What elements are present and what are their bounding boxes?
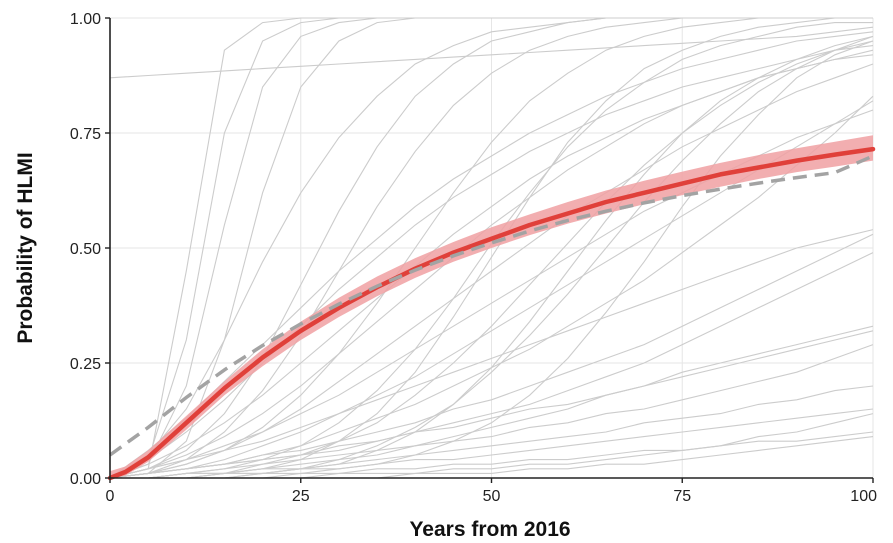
individual-forecast-lines — [109, 17, 874, 479]
y-tick-label: 0.00 — [70, 471, 101, 488]
individual-forecast-line — [110, 40, 874, 479]
individual-forecast-line — [109, 229, 874, 479]
tick-labels: 0.00 0.25 0.50 0.75 1.00 0 25 50 75 100 — [70, 11, 877, 505]
x-tick-label: 0 — [106, 488, 115, 505]
x-tick-label: 100 — [850, 488, 877, 505]
dashed-fit-layer — [108, 154, 874, 457]
aggregate-line-layer — [107, 146, 876, 481]
confidence-band — [110, 135, 873, 479]
aggregate-forecast-line — [107, 146, 876, 481]
individual-forecast-line — [109, 54, 874, 479]
x-tick-label: 75 — [673, 488, 691, 505]
confidence-band-layer — [110, 135, 873, 479]
individual-forecast-line — [110, 344, 874, 479]
individual-forecast-line — [109, 17, 873, 479]
dashed-fit-line — [108, 154, 874, 457]
individual-forecast-line — [109, 233, 874, 479]
individual-forecast-line — [109, 45, 874, 479]
x-axis-title: Years from 2016 — [409, 518, 570, 541]
y-axis-title: Probability of HLMI — [14, 152, 37, 343]
y-tick-label: 1.00 — [70, 11, 101, 28]
x-tick-label: 25 — [292, 488, 310, 505]
individual-forecast-line — [109, 17, 873, 479]
x-tick-label: 50 — [483, 488, 501, 505]
individual-forecast-line — [110, 408, 874, 479]
individual-forecast-line — [109, 63, 874, 479]
axes — [105, 17, 874, 483]
individual-forecast-line — [110, 431, 874, 479]
y-tick-label: 0.25 — [70, 356, 101, 373]
y-tick-label: 0.75 — [70, 126, 101, 143]
y-tick-label: 0.50 — [70, 241, 101, 258]
individual-forecast-line — [109, 31, 874, 479]
individual-forecast-line — [110, 385, 874, 479]
individual-forecast-line — [109, 330, 874, 479]
